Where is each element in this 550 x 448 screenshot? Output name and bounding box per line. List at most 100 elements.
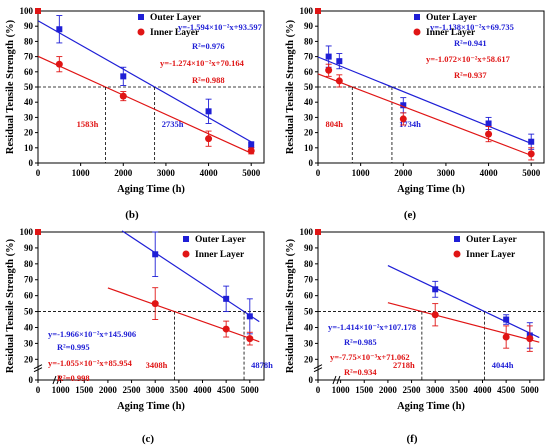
x-tick-label: 3000 (157, 168, 176, 178)
x-axis-label: Aging Time (h) (397, 184, 465, 195)
x-axis-label: Aging Time (h) (397, 401, 465, 412)
x-tick-label: 3500 (450, 385, 469, 395)
y-axis-break (33, 364, 43, 370)
y-tick-label: 40 (24, 97, 34, 107)
legend-inner-label: Inner Layer (195, 250, 245, 260)
inner-equation: y=-1.072×10⁻²x+58.617 (426, 54, 511, 64)
y-tick-label: 20 (304, 354, 314, 364)
y-axis-label: Residual Tensile Strength (%) (285, 238, 296, 373)
panel-label: (f) (407, 433, 418, 445)
x-tick-label: 2000 (379, 385, 398, 395)
x-tick-label: 5000 (241, 385, 260, 395)
x-tick-label: 1000 (332, 385, 351, 395)
legend-outer-marker (454, 236, 460, 242)
x-tick-label: 2500 (403, 385, 422, 395)
inner-point (151, 300, 159, 308)
panel-label: (e) (404, 209, 417, 221)
x-tick-label: 0 (36, 385, 41, 395)
x-tick-label: 1000 (352, 168, 371, 178)
y-tick-label: 80 (24, 259, 34, 269)
outer-point (528, 138, 535, 145)
inner-r-squared: R²=0.937 (454, 70, 487, 80)
y-tick-label: 30 (304, 112, 314, 122)
x-tick-label: 4500 (497, 385, 516, 395)
outer-point (503, 316, 510, 323)
x-tick-label: 4000 (480, 168, 499, 178)
origin-marker (35, 8, 41, 14)
x-tick-label: 2000 (114, 168, 133, 178)
x-axis-break (336, 375, 341, 385)
outer-r-squared: R²=0.985 (344, 337, 377, 347)
y-tick-label: 80 (24, 36, 34, 46)
x-tick-label: 1500 (75, 385, 94, 395)
panel-f: 0 1000 1500 2000 2500 3000 3500 4000 4500 5000 0 20… (285, 227, 545, 445)
inner-equation: y=-1.274×10⁻²x+70.164 (160, 58, 245, 68)
legend-inner-marker (182, 250, 190, 258)
y-tick-label: 70 (304, 275, 314, 285)
legend-inner-marker (137, 28, 145, 36)
legend-outer-marker (138, 14, 144, 20)
y-axis-break (313, 367, 323, 373)
legend-inner-marker (413, 28, 421, 36)
x-tick-label: 3000 (437, 168, 456, 178)
x-tick-label: 2500 (123, 385, 142, 395)
outer-point (56, 26, 63, 33)
y-tick-label: 30 (24, 338, 34, 348)
y-tick-label: 100 (300, 227, 314, 237)
y-tick-label: 30 (24, 112, 34, 122)
legend-outer-marker (183, 236, 189, 242)
inner-crossing-label: 1583h (77, 119, 99, 129)
legend-inner-label: Inner Layer (466, 250, 516, 260)
y-tick-label: 90 (24, 243, 34, 253)
inner-point (205, 135, 213, 143)
x-axis-label: Aging Time (h) (117, 184, 185, 195)
inner-fit-line (37, 55, 252, 154)
outer-crossing-label: 4044h (492, 360, 514, 370)
y-tick-label: 10 (304, 143, 314, 153)
inner-point (526, 335, 534, 343)
x-tick-label: 5000 (242, 168, 261, 178)
x-tick-label: 1000 (72, 168, 91, 178)
inner-point (335, 77, 343, 85)
x-tick-label: 2000 (99, 385, 118, 395)
outer-equation: y=-1.966×10⁻²x+145.906 (48, 329, 136, 339)
inner-point (55, 60, 63, 68)
inner-fit-line (387, 302, 540, 343)
y-tick-label: 90 (304, 21, 314, 31)
outer-fit-line (317, 56, 532, 145)
outer-equation: y=-1.594×10⁻²x+93.597 (178, 22, 263, 32)
outer-equation: y=-1.138×10⁻²x+69.735 (430, 22, 514, 32)
outer-point (152, 251, 159, 258)
y-tick-label: 30 (304, 338, 314, 348)
origin-marker (315, 229, 321, 235)
outer-fit-line (387, 265, 540, 339)
y-tick-label: 100 (300, 6, 314, 16)
legend-outer-label: Outer Layer (195, 235, 247, 245)
plot-frame (317, 231, 545, 381)
legend-inner-marker (453, 250, 461, 258)
y-axis-label: Residual Tensile Strength (%) (285, 19, 296, 154)
legend-outer-label: Outer Layer (426, 13, 478, 23)
y-axis-label: Residual Tensile Strength (%) (5, 238, 16, 373)
outer-crossing-label: 2735h (162, 119, 184, 129)
y-tick-label: 60 (24, 291, 34, 301)
y-axis-break (313, 364, 323, 370)
outer-point (325, 53, 332, 60)
outer-point (485, 120, 492, 127)
inner-fit-line (107, 287, 260, 343)
inner-r-squared: R²=0.998 (57, 373, 90, 383)
y-tick-label: 0 (309, 158, 314, 168)
x-axis-break (332, 375, 337, 385)
panel-label: (b) (125, 209, 139, 221)
y-tick-label: 70 (24, 52, 34, 62)
inner-point (399, 115, 407, 123)
inner-point (485, 130, 493, 138)
x-axis-label: Aging Time (h) (117, 401, 185, 412)
inner-point (502, 333, 510, 341)
x-tick-label: 4000 (474, 385, 493, 395)
y-tick-label: 10 (24, 143, 34, 153)
y-tick-label: 60 (24, 67, 34, 77)
outer-point (248, 141, 255, 148)
y-tick-label: 60 (304, 291, 314, 301)
